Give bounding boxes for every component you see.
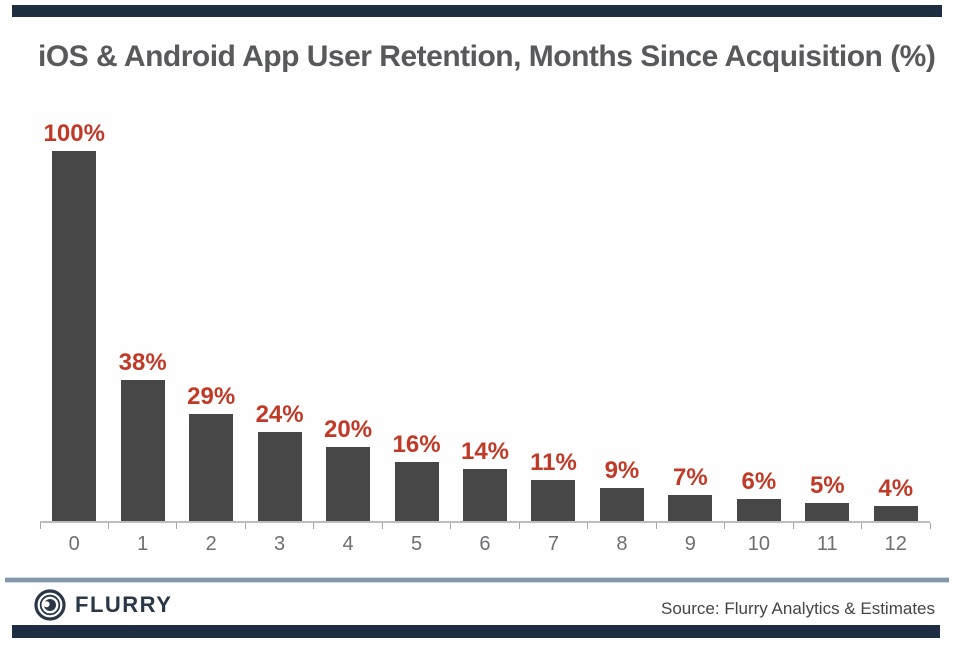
bar-slot-month-8: 9% <box>588 456 656 521</box>
bar-value-label: 29% <box>187 382 236 410</box>
x-axis-tick <box>655 523 657 529</box>
bar <box>462 469 507 521</box>
x-axis-tick <box>861 523 863 529</box>
x-tick-label: 9 <box>684 533 696 555</box>
x-axis-tick <box>518 523 520 529</box>
bar-slot-month-12: 4% <box>862 477 930 521</box>
x-tick-label: 5 <box>410 533 423 555</box>
chart-title: iOS & Android App User Retention, Months… <box>38 40 936 73</box>
x-tick-label: 7 <box>547 533 559 555</box>
bar-value-label: 9% <box>604 456 640 484</box>
flurry-logo-text: FLURRY <box>75 592 173 617</box>
x-axis-tick <box>929 523 931 529</box>
bar-value-label: 4% <box>878 475 914 503</box>
bar <box>599 487 644 521</box>
x-axis-tick <box>39 523 41 529</box>
x-axis-line <box>40 521 930 523</box>
plot-area: 100% 38% 29% 24% 20% 16% 14% 11% 9% 7% 6% 5% 4% <box>40 111 930 521</box>
bar <box>531 480 576 521</box>
bar-slot-month-1: 38% <box>108 351 176 521</box>
bar-slot-month-7: 11% <box>519 451 587 521</box>
bar-slot-month-2: 29% <box>177 382 245 521</box>
bar <box>873 506 918 521</box>
bar <box>189 413 234 521</box>
x-axis-tick <box>107 523 109 529</box>
x-tick-label: 1 <box>137 533 149 555</box>
bar <box>257 432 302 521</box>
x-tick-label: 3 <box>274 533 286 555</box>
x-tick-label: 4 <box>342 533 354 555</box>
bar-slot-month-9: 7% <box>656 466 724 521</box>
source-attribution: Source: Flurry Analytics & Estimates <box>661 599 935 618</box>
bar <box>394 461 439 521</box>
footer-divider <box>5 578 949 582</box>
flurry-logo: FLURRY <box>34 589 172 621</box>
bar-slot-month-6: 14% <box>451 440 519 521</box>
bar-slot-month-3: 24% <box>245 403 313 521</box>
x-tick-label: 0 <box>68 533 80 555</box>
bar-slot-month-11: 5% <box>793 471 861 521</box>
bar-value-label: 14% <box>460 438 510 466</box>
x-axis-tick <box>313 523 315 529</box>
x-tick-label: 2 <box>205 533 217 555</box>
x-tick-label: 10 <box>747 533 770 555</box>
x-axis-tick <box>381 523 383 529</box>
bar <box>805 502 850 521</box>
x-axis-tick <box>724 523 726 529</box>
bar-value-label: 20% <box>324 416 373 443</box>
x-tick-label: 12 <box>884 533 907 555</box>
bar <box>120 380 165 521</box>
bar-value-label: 6% <box>741 467 777 495</box>
bar-value-label: 38% <box>118 349 167 377</box>
x-tick-label: 6 <box>479 533 491 555</box>
bar <box>736 498 781 521</box>
bar-slot-month-10: 6% <box>725 467 793 521</box>
x-tick-label: 8 <box>616 533 628 555</box>
bar-value-label: 100% <box>43 120 105 147</box>
top-accent-bar <box>12 5 942 17</box>
flurry-logo-icon <box>34 589 66 621</box>
x-axis-tick <box>792 523 794 529</box>
bar-value-label: 11% <box>530 449 577 477</box>
x-axis-tick <box>587 523 589 529</box>
bar-value-label: 5% <box>809 471 845 499</box>
bar-value-label: 16% <box>392 430 441 458</box>
x-axis-tick <box>244 523 246 529</box>
x-tick-label: 11 <box>816 533 838 555</box>
bar-slot-month-0: 100% <box>40 122 108 521</box>
bar-slot-month-5: 16% <box>382 430 450 521</box>
x-axis-tick <box>450 523 452 529</box>
bar-slot-month-4: 20% <box>314 418 382 521</box>
x-axis-tick <box>176 523 178 529</box>
bar-value-label: 24% <box>255 401 304 429</box>
bar-value-label: 7% <box>673 464 708 492</box>
bar <box>668 495 713 521</box>
bar <box>326 447 371 521</box>
bottom-accent-bar <box>12 625 940 638</box>
bar <box>52 151 97 521</box>
